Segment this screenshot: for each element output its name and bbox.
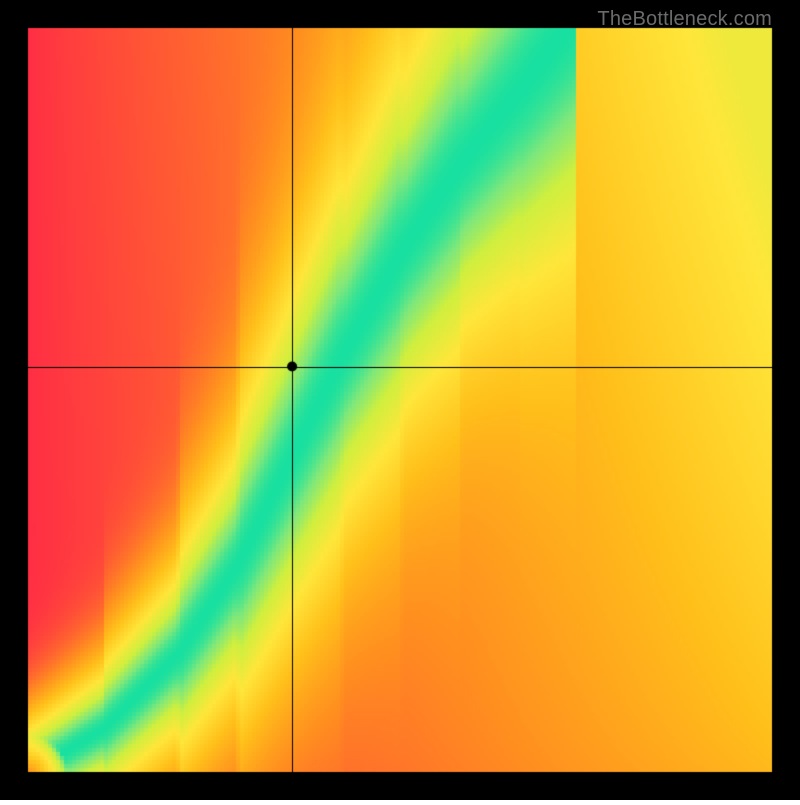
bottleneck-heatmap <box>0 0 800 800</box>
chart-container <box>0 0 800 800</box>
watermark-text: TheBottleneck.com <box>597 8 772 31</box>
